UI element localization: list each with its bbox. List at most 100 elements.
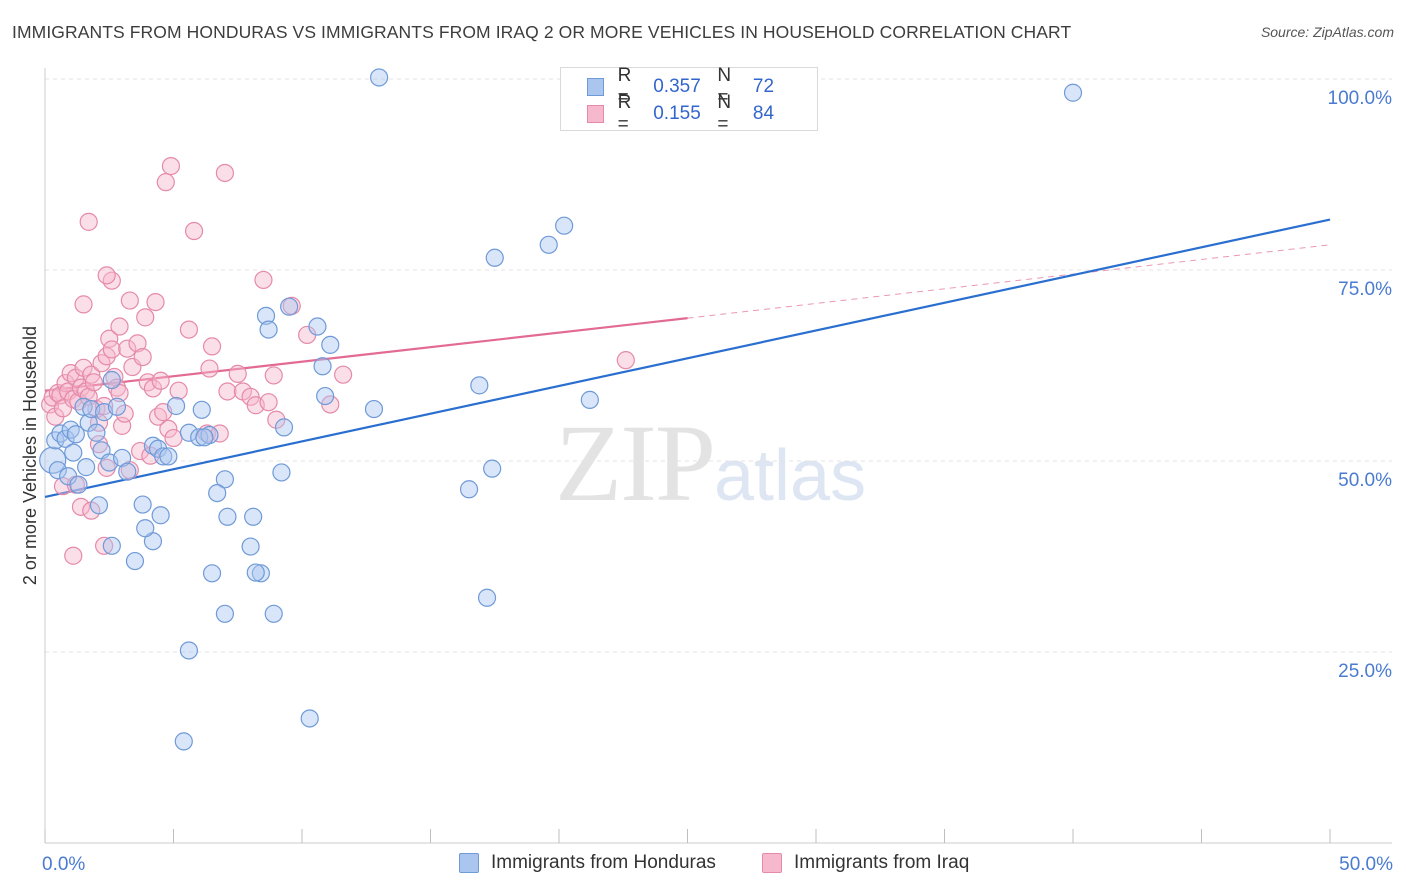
legend-label-iraq: Immigrants from Iraq <box>794 852 970 873</box>
honduras-point <box>133 495 152 514</box>
grid-lines <box>45 78 1392 653</box>
y-axis-label: 2 or more Vehicles in Household <box>20 326 40 585</box>
watermark-atlas: atlas <box>714 436 867 516</box>
iraq-point <box>136 308 155 327</box>
honduras-swatch <box>587 78 604 96</box>
honduras-point <box>218 507 237 526</box>
iraq-point <box>115 404 134 423</box>
honduras-point <box>470 376 489 395</box>
iraq-point <box>254 270 273 290</box>
iraq-point <box>53 399 73 418</box>
iraq-point <box>143 379 163 398</box>
n-value: 72 <box>752 76 775 97</box>
iraq-point <box>74 358 93 377</box>
legend-row-iraq: R = 0.155 N = 84 <box>587 92 817 135</box>
honduras-point <box>174 732 193 751</box>
iraq-point <box>200 359 219 378</box>
correlation-legend: R = 0.357 N = 72 R = 0.155 N = 84 <box>560 65 818 135</box>
honduras-point <box>264 604 283 623</box>
iraq-point <box>74 295 93 314</box>
honduras-trend-solid <box>44 218 1331 498</box>
honduras-point <box>251 564 270 583</box>
legend-label-honduras: Immigrants from Honduras <box>491 852 716 873</box>
iraq-point <box>184 221 204 241</box>
honduras-point <box>580 390 599 409</box>
iraq-point <box>151 371 170 390</box>
honduras-point <box>313 357 332 376</box>
x-tick-label: 50.0% <box>1339 854 1393 875</box>
honduras-point <box>64 443 83 462</box>
honduras-point <box>274 418 294 437</box>
n-label: N = <box>717 65 732 108</box>
legend-row-honduras: R = 0.357 N = 72 <box>587 65 817 108</box>
honduras-point <box>112 448 132 468</box>
honduras-point <box>241 537 260 556</box>
honduras-point <box>459 480 479 499</box>
iraq-point <box>105 367 124 387</box>
honduras-point <box>179 641 199 660</box>
y-tick-label: 75.0% <box>1338 279 1392 300</box>
honduras-point <box>364 399 384 419</box>
honduras-point <box>370 68 389 87</box>
iraq-point <box>156 173 175 192</box>
honduras-point <box>308 317 327 336</box>
chart-title: IMMIGRANTS FROM HONDURAS VS IMMIGRANTS F… <box>12 22 1072 42</box>
iraq-point <box>264 366 283 385</box>
source-label: Source: ZipAtlas.com <box>1260 24 1394 40</box>
honduras-point <box>280 297 299 316</box>
y-tick-label: 50.0% <box>1338 470 1392 491</box>
honduras-point <box>56 429 75 448</box>
honduras-point <box>483 459 502 478</box>
iraq-point <box>97 266 116 285</box>
iraq-point <box>159 419 178 439</box>
honduras-point <box>246 563 265 582</box>
honduras-point <box>102 536 121 555</box>
series-legend: Immigrants from Honduras Immigrants from… <box>0 852 1406 876</box>
iraq-point <box>169 381 188 400</box>
honduras-point <box>272 463 291 482</box>
honduras-point <box>102 370 121 390</box>
honduras-point <box>51 424 70 443</box>
honduras-point <box>159 447 178 466</box>
r-value: 0.155 <box>653 103 701 124</box>
r-label: R = <box>617 92 632 135</box>
honduras-point <box>151 506 170 525</box>
axes <box>44 68 1392 844</box>
honduras-point <box>154 447 173 466</box>
iraq-point <box>100 329 119 348</box>
iraq-point <box>215 163 234 183</box>
honduras-point <box>136 519 155 538</box>
honduras-point <box>259 320 278 339</box>
iraq-point <box>71 497 91 516</box>
honduras-point <box>48 461 67 480</box>
iraq-point <box>128 334 147 353</box>
iraq-trend-dashed <box>687 244 1331 319</box>
watermark-zip: ZIP <box>555 402 716 524</box>
honduras-point <box>107 397 127 416</box>
honduras-points <box>39 68 1083 751</box>
honduras-point <box>79 413 98 432</box>
iraq-point <box>120 291 139 310</box>
honduras-point <box>118 462 137 481</box>
iraq-point <box>334 365 353 384</box>
iraq-swatch <box>762 853 782 873</box>
watermark: ZIPatlas <box>555 400 866 527</box>
honduras-swatch <box>459 853 479 873</box>
iraq-point <box>118 339 137 358</box>
legend-item-honduras[interactable]: Immigrants from Honduras <box>459 852 716 874</box>
y-tick-label: 25.0% <box>1338 661 1392 682</box>
y-tick-label: 100.0% <box>1328 88 1393 109</box>
legend-item-iraq[interactable]: Immigrants from Iraq <box>762 852 969 874</box>
honduras-point <box>539 235 558 254</box>
honduras-point <box>316 386 335 406</box>
honduras-point <box>195 428 214 447</box>
iraq-points <box>41 156 635 565</box>
iraq-point <box>161 156 181 176</box>
iraq-point <box>616 351 635 370</box>
honduras-point <box>208 483 227 503</box>
iraq-point <box>218 382 237 401</box>
honduras-point <box>555 216 574 235</box>
iraq-point <box>179 320 199 339</box>
iraq-swatch <box>587 105 604 123</box>
